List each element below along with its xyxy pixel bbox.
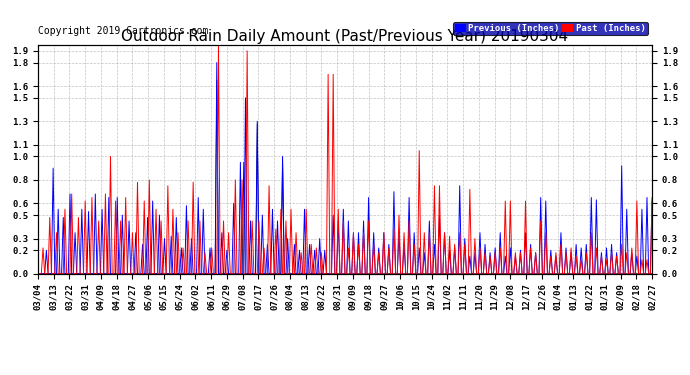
Title: Outdoor Rain Daily Amount (Past/Previous Year) 20190304: Outdoor Rain Daily Amount (Past/Previous… <box>121 29 569 44</box>
Text: Copyright 2019 Cartronics.com: Copyright 2019 Cartronics.com <box>38 26 208 36</box>
Legend: Previous (Inches), Past (Inches): Previous (Inches), Past (Inches) <box>453 22 647 34</box>
